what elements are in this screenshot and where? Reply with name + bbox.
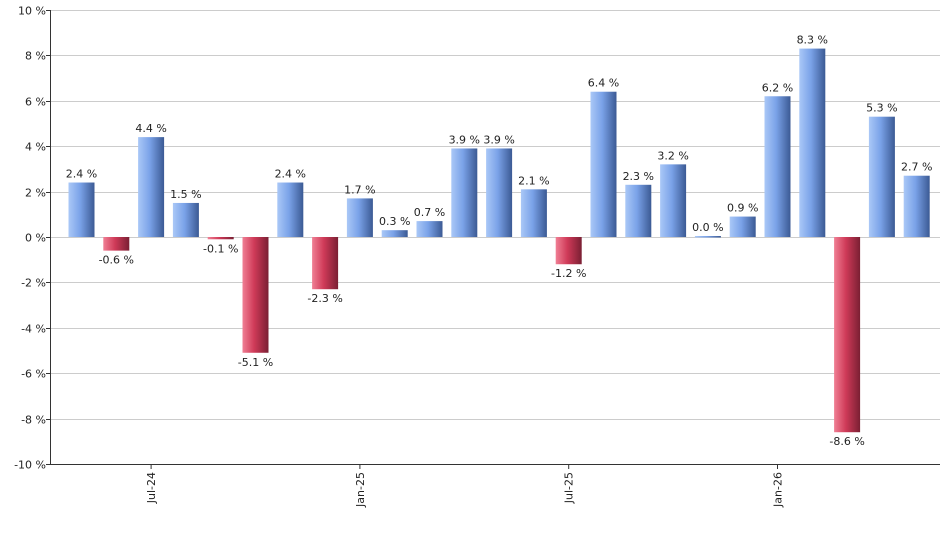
- bar: [242, 237, 269, 353]
- y-tick-label: 8 %: [25, 50, 46, 63]
- bar: [451, 148, 478, 237]
- y-tick-label: -2 %: [21, 277, 46, 290]
- bar: [764, 96, 791, 237]
- data-label: 3.9 %: [449, 133, 480, 146]
- bar: [868, 116, 895, 237]
- data-label: 2.4 %: [275, 168, 306, 181]
- bar: [486, 148, 513, 237]
- data-label: 0.3 %: [379, 215, 410, 228]
- bar: [68, 182, 95, 237]
- axes: -10 % -8 % -6 % -4 % -2 % 0 % 2 % 4 % 6 % 8 % 10 %…: [14, 5, 940, 508]
- bar: [381, 230, 408, 237]
- data-label: -1.2 %: [551, 267, 586, 280]
- data-label: -0.6 %: [99, 254, 134, 267]
- data-label: 2.3 %: [623, 170, 654, 183]
- y-tick-label: -6 %: [21, 368, 46, 381]
- x-tick-label: Jul-25: [563, 472, 576, 504]
- data-label: 4.4 %: [135, 122, 166, 135]
- data-label: 0.9 %: [727, 202, 758, 215]
- bar: [729, 216, 756, 237]
- x-tick-label: Jul-24: [145, 472, 158, 504]
- data-label: -5.1 %: [238, 356, 273, 369]
- bars: [68, 48, 930, 433]
- bar: [312, 237, 339, 290]
- bar: [277, 182, 304, 237]
- grid: [50, 10, 940, 465]
- bar: [172, 202, 199, 237]
- data-label: -0.1 %: [203, 242, 238, 255]
- data-label: 5.3 %: [866, 102, 897, 115]
- data-label: 6.4 %: [588, 77, 619, 90]
- bar: [625, 184, 652, 237]
- bar: [103, 237, 130, 251]
- data-label: 0.0 %: [692, 221, 723, 234]
- data-label: 1.5 %: [170, 188, 201, 201]
- data-label: 3.2 %: [657, 149, 688, 162]
- bar: [834, 237, 861, 433]
- bar: [555, 237, 582, 265]
- bar: [207, 237, 234, 240]
- bar: [138, 137, 165, 237]
- y-tick-label: -8 %: [21, 414, 46, 427]
- y-tick-label: 0 %: [25, 232, 46, 245]
- y-tick-label: -10 %: [14, 459, 46, 472]
- bar: [903, 175, 930, 237]
- data-label: -2.3 %: [307, 292, 342, 305]
- y-tick-label: 6 %: [25, 96, 46, 109]
- x-tick-label: Jan-25: [354, 472, 367, 508]
- data-label: 3.9 %: [483, 133, 514, 146]
- data-label: 2.1 %: [518, 174, 549, 187]
- y-tick-label: 4 %: [25, 141, 46, 154]
- data-labels: 2.4 % -0.6 % 4.4 % 1.5 % -0.1 % -5.1 % 2.4 % -2…: [66, 34, 933, 449]
- x-tick-label: Jan-26: [772, 472, 785, 508]
- bar: [520, 189, 547, 237]
- bar: [660, 164, 687, 237]
- y-tick-label: 2 %: [25, 187, 46, 200]
- data-label: 1.7 %: [344, 183, 375, 196]
- bar: [590, 91, 617, 237]
- data-label: 0.7 %: [414, 206, 445, 219]
- data-label: 2.7 %: [901, 161, 932, 174]
- bar: [799, 48, 826, 238]
- y-tick-label: -4 %: [21, 323, 46, 336]
- data-label: 8.3 %: [797, 34, 828, 47]
- data-label: 2.4 %: [66, 168, 97, 181]
- data-label: -8.6 %: [829, 435, 864, 448]
- bar: [694, 236, 721, 238]
- bar: [416, 221, 443, 237]
- bar: [346, 198, 373, 237]
- y-tick-label: 10 %: [18, 5, 46, 18]
- data-label: 6.2 %: [762, 81, 793, 94]
